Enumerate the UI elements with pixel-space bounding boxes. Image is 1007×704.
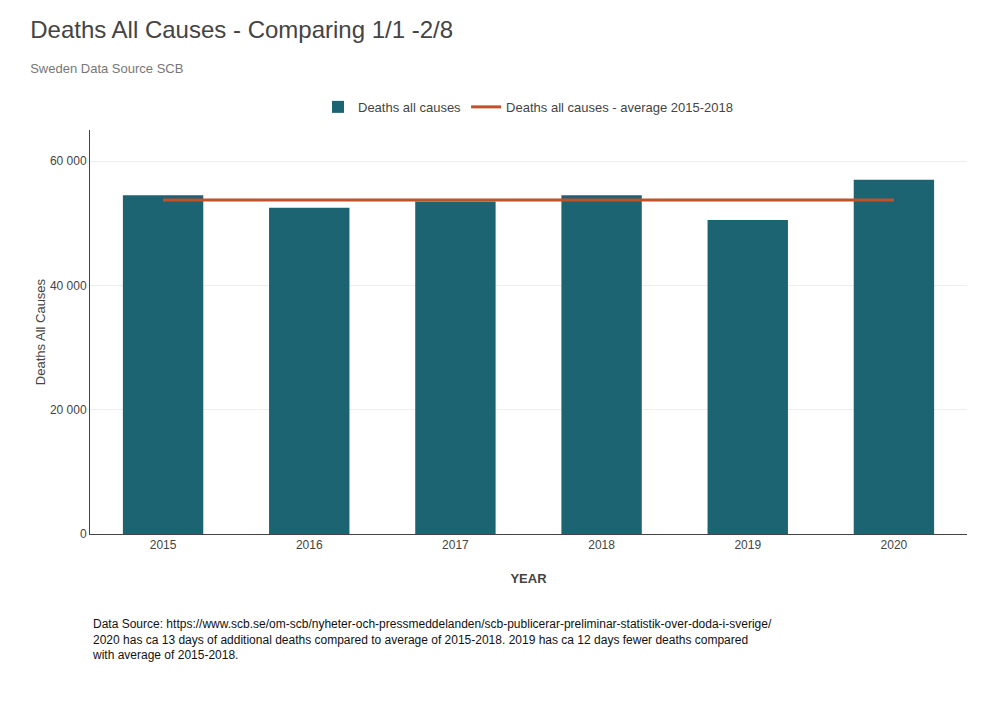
svg-text:Deaths All Causes - Comparing: Deaths All Causes - Comparing 1/1 -2/8: [30, 16, 453, 43]
svg-text:2020: 2020: [881, 538, 908, 552]
svg-text:Data Source: https://www.scb.s: Data Source: https://www.scb.se/om-scb/n…: [92, 617, 772, 662]
svg-text:Deaths All Causes: Deaths All Causes: [33, 278, 48, 385]
svg-text:Sweden Data Source SCB: Sweden Data Source SCB: [30, 61, 183, 76]
svg-text:Deaths all causes: Deaths all causes: [358, 100, 461, 115]
svg-text:60 000: 60 000: [50, 154, 87, 168]
svg-text:20 000: 20 000: [50, 403, 87, 417]
svg-text:2016: 2016: [296, 538, 323, 552]
svg-text:2017: 2017: [442, 538, 469, 552]
svg-text:0: 0: [80, 527, 87, 541]
svg-text:2019: 2019: [734, 538, 761, 552]
svg-text:YEAR: YEAR: [510, 571, 547, 586]
svg-text:40 000: 40 000: [50, 279, 87, 293]
svg-text:2015: 2015: [150, 538, 177, 552]
svg-text:Deaths all causes - average 20: Deaths all causes - average 2015-2018: [506, 100, 733, 115]
svg-text:2018: 2018: [588, 538, 615, 552]
